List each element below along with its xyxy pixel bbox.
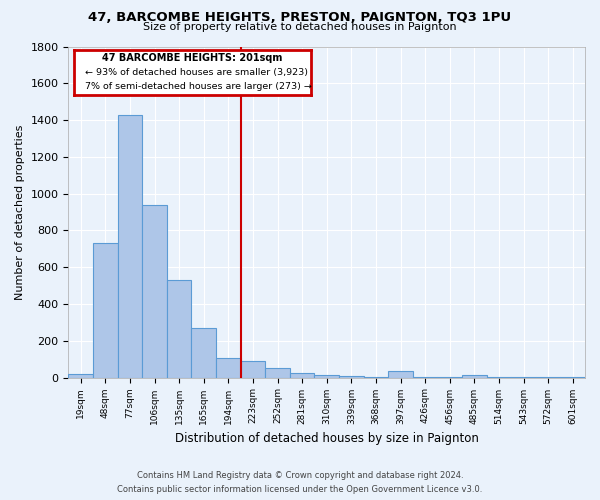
Bar <box>68 374 93 378</box>
X-axis label: Distribution of detached houses by size in Paignton: Distribution of detached houses by size … <box>175 432 479 445</box>
Bar <box>93 244 118 378</box>
Bar <box>142 204 167 378</box>
Bar <box>167 280 191 378</box>
Y-axis label: Number of detached properties: Number of detached properties <box>15 124 25 300</box>
Bar <box>265 368 290 378</box>
Bar <box>339 376 364 378</box>
Text: 47, BARCOMBE HEIGHTS, PRESTON, PAIGNTON, TQ3 1PU: 47, BARCOMBE HEIGHTS, PRESTON, PAIGNTON,… <box>88 11 512 24</box>
Text: Size of property relative to detached houses in Paignton: Size of property relative to detached ho… <box>143 22 457 32</box>
Bar <box>413 377 437 378</box>
Bar <box>314 375 339 378</box>
Bar <box>216 358 241 378</box>
Text: Contains public sector information licensed under the Open Government Licence v3: Contains public sector information licen… <box>118 485 482 494</box>
Bar <box>388 371 413 378</box>
Bar <box>118 114 142 378</box>
Bar <box>191 328 216 378</box>
Bar <box>290 373 314 378</box>
Text: Contains HM Land Registry data © Crown copyright and database right 2024.: Contains HM Land Registry data © Crown c… <box>137 471 463 480</box>
Bar <box>364 376 388 378</box>
Bar <box>462 375 487 378</box>
Bar <box>241 361 265 378</box>
